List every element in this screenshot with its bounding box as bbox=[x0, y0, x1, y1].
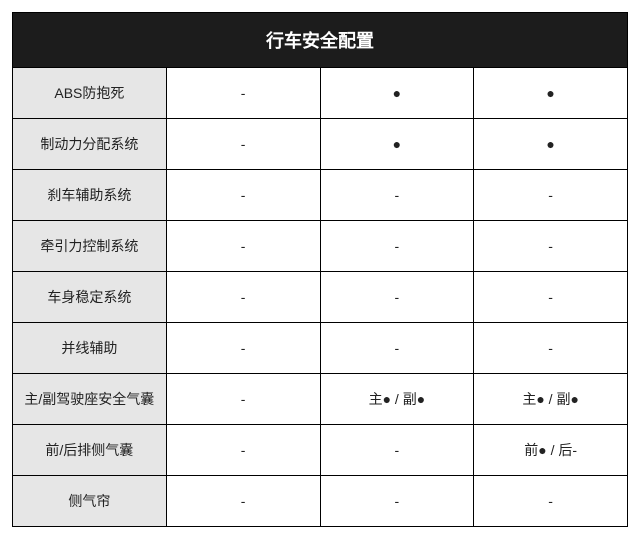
row-value: ● bbox=[320, 68, 474, 119]
row-value: - bbox=[320, 272, 474, 323]
table-row: 并线辅助 - - - bbox=[13, 323, 628, 374]
row-value: - bbox=[166, 221, 320, 272]
table-row: 主/副驾驶座安全气囊 - 主● / 副● 主● / 副● bbox=[13, 374, 628, 425]
row-value: ● bbox=[320, 119, 474, 170]
row-value: - bbox=[320, 221, 474, 272]
row-value: - bbox=[474, 476, 628, 527]
table-row: 侧气帘 - - - bbox=[13, 476, 628, 527]
row-value: - bbox=[474, 221, 628, 272]
row-value: ● bbox=[474, 68, 628, 119]
row-value: - bbox=[166, 119, 320, 170]
table-title: 行车安全配置 bbox=[13, 13, 628, 68]
row-value: 前● / 后- bbox=[474, 425, 628, 476]
row-label: 侧气帘 bbox=[13, 476, 167, 527]
row-value: - bbox=[320, 425, 474, 476]
row-label: 前/后排侧气囊 bbox=[13, 425, 167, 476]
row-value: - bbox=[320, 323, 474, 374]
row-value: ● bbox=[474, 119, 628, 170]
row-value: - bbox=[166, 425, 320, 476]
row-label: 制动力分配系统 bbox=[13, 119, 167, 170]
row-label: 刹车辅助系统 bbox=[13, 170, 167, 221]
table-row: ABS防抱死 - ● ● bbox=[13, 68, 628, 119]
row-label: 主/副驾驶座安全气囊 bbox=[13, 374, 167, 425]
row-value: - bbox=[166, 272, 320, 323]
row-value: - bbox=[166, 476, 320, 527]
row-value: - bbox=[474, 170, 628, 221]
table-row: 车身稳定系统 - - - bbox=[13, 272, 628, 323]
row-label: ABS防抱死 bbox=[13, 68, 167, 119]
row-value: - bbox=[166, 374, 320, 425]
table-row: 刹车辅助系统 - - - bbox=[13, 170, 628, 221]
table-header-row: 行车安全配置 bbox=[13, 13, 628, 68]
row-value: - bbox=[166, 68, 320, 119]
row-value: - bbox=[474, 272, 628, 323]
table-row: 制动力分配系统 - ● ● bbox=[13, 119, 628, 170]
row-value: - bbox=[320, 170, 474, 221]
row-value: - bbox=[166, 323, 320, 374]
table-row: 前/后排侧气囊 - - 前● / 后- bbox=[13, 425, 628, 476]
row-value: - bbox=[320, 476, 474, 527]
row-label: 牵引力控制系统 bbox=[13, 221, 167, 272]
row-value: 主● / 副● bbox=[474, 374, 628, 425]
table-row: 牵引力控制系统 - - - bbox=[13, 221, 628, 272]
row-label: 车身稳定系统 bbox=[13, 272, 167, 323]
row-value: - bbox=[166, 170, 320, 221]
row-value: 主● / 副● bbox=[320, 374, 474, 425]
row-value: - bbox=[474, 323, 628, 374]
safety-config-table: 行车安全配置 ABS防抱死 - ● ● 制动力分配系统 - ● ● 刹车辅助系统… bbox=[12, 12, 628, 527]
row-label: 并线辅助 bbox=[13, 323, 167, 374]
